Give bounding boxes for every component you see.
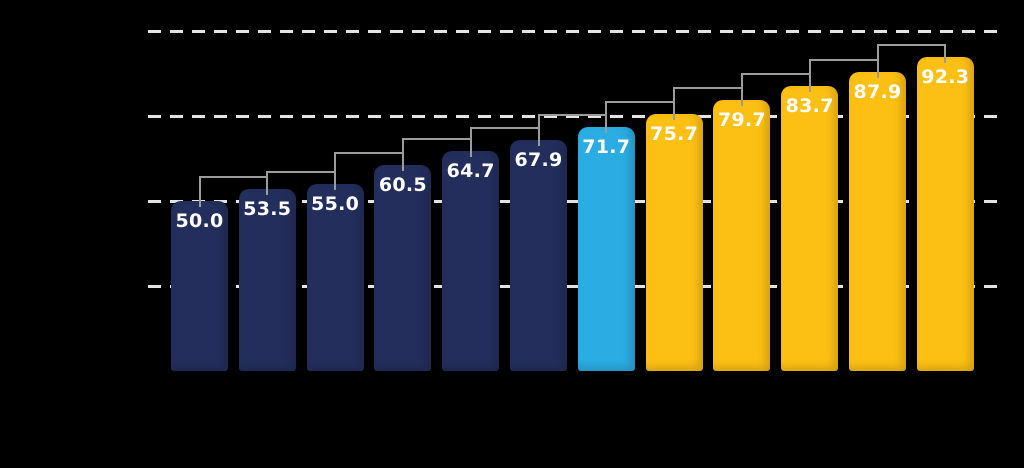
bar-50.0: [171, 201, 228, 371]
comparison-bracket-horizontal-4-5: [469, 127, 540, 130]
comparison-bracket-stub-5: [537, 114, 540, 147]
comparison-bracket-horizontal-1-2: [266, 171, 337, 173]
bar-83.7: [781, 86, 839, 371]
gridline-y25: [148, 284, 998, 288]
comparison-bracket-stub-7: [673, 87, 676, 120]
comparison-bracket-horizontal-5-6: [537, 114, 608, 117]
bar-value-label-92.3: 92.3: [921, 66, 970, 89]
bar-75.7: [645, 113, 703, 371]
comparison-bracket-horizontal-10-11: [876, 44, 947, 47]
comparison-bracket-horizontal-2-3: [334, 152, 404, 155]
comparison-bracket-stub-8: [740, 73, 743, 106]
comparison-bracket-stub-4: [469, 127, 472, 157]
bar-value-label-55.0: 55.0: [311, 193, 360, 215]
comparison-bracket-stub-6: [605, 100, 608, 134]
bar-71.7: [577, 127, 635, 371]
bar-value-label-53.5: 53.5: [243, 198, 292, 221]
bar-60.5: [374, 165, 432, 371]
comparison-bracket-horizontal-3-4: [401, 138, 472, 141]
comparison-bracket-stub-1: [266, 171, 269, 196]
comparison-bracket-horizontal-8-9: [740, 73, 811, 76]
bar-value-label-67.9: 67.9: [514, 149, 563, 172]
gridline-y50: [148, 199, 998, 203]
bar-value-label-87.9: 87.9: [853, 81, 902, 104]
comparison-bracket-stub-0: [198, 176, 201, 207]
bar-79.7: [713, 100, 771, 371]
comparison-bracket-stub-3: [401, 138, 404, 172]
comparison-bracket-stub-10: [876, 44, 879, 79]
bar-value-label-75.7: 75.7: [650, 122, 699, 145]
bar-value-label-64.7: 64.7: [446, 160, 495, 183]
bar-53.5: [238, 189, 296, 371]
bar-55.0: [306, 184, 364, 371]
comparison-bracket-horizontal-0-1: [198, 176, 269, 179]
gridline-y100: [148, 29, 998, 33]
comparison-bracket-horizontal-9-10: [808, 59, 879, 62]
comparison-bracket-stub-9: [808, 59, 811, 93]
comparison-bracket-stub-11: [944, 44, 947, 64]
bar-value-label-60.5: 60.5: [378, 174, 427, 197]
bar-value-label-71.7: 71.7: [582, 136, 631, 159]
bar-value-label-79.7: 79.7: [717, 109, 766, 132]
comparison-bracket-horizontal-6-7: [605, 100, 676, 103]
bar-64.7: [442, 151, 500, 371]
bar-value-label-50.0: 50.0: [175, 210, 224, 232]
comparison-bracket-horizontal-7-8: [673, 87, 743, 90]
comparison-bracket-stub-2: [334, 152, 337, 190]
bar-92.3: [916, 57, 974, 371]
bar-value-label-83.7: 83.7: [785, 95, 834, 118]
bar-67.9: [510, 140, 567, 371]
bar-87.9: [849, 72, 906, 371]
